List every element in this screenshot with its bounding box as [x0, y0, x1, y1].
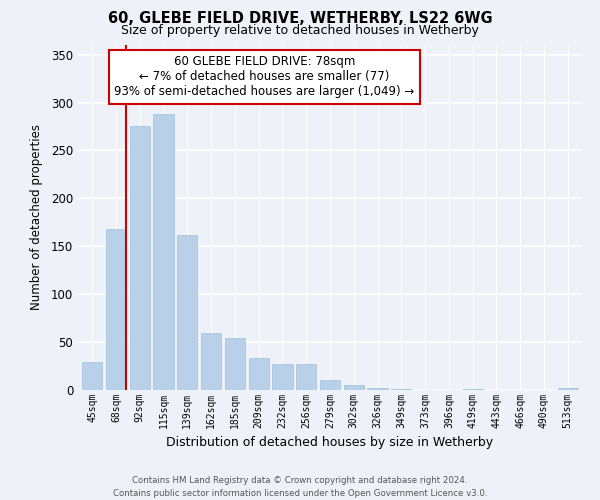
Y-axis label: Number of detached properties: Number of detached properties [29, 124, 43, 310]
Bar [272, 364, 293, 390]
Text: Contains HM Land Registry data © Crown copyright and database right 2024.
Contai: Contains HM Land Registry data © Crown c… [113, 476, 487, 498]
Bar [106, 229, 126, 390]
Bar [320, 380, 340, 390]
Bar [130, 126, 150, 390]
Text: 60 GLEBE FIELD DRIVE: 78sqm
← 7% of detached houses are smaller (77)
93% of semi: 60 GLEBE FIELD DRIVE: 78sqm ← 7% of deta… [115, 56, 415, 98]
Bar [344, 385, 364, 390]
Bar [367, 388, 388, 390]
Bar [225, 338, 245, 390]
Text: 60, GLEBE FIELD DRIVE, WETHERBY, LS22 6WG: 60, GLEBE FIELD DRIVE, WETHERBY, LS22 6W… [107, 11, 493, 26]
Bar [391, 389, 412, 390]
Bar [201, 334, 221, 390]
Bar [248, 358, 269, 390]
Bar [82, 362, 103, 390]
Bar [557, 388, 578, 390]
Bar [154, 114, 173, 390]
Text: Size of property relative to detached houses in Wetherby: Size of property relative to detached ho… [121, 24, 479, 37]
X-axis label: Distribution of detached houses by size in Wetherby: Distribution of detached houses by size … [166, 436, 494, 450]
Bar [296, 364, 316, 390]
Bar [463, 389, 483, 390]
Bar [177, 235, 197, 390]
